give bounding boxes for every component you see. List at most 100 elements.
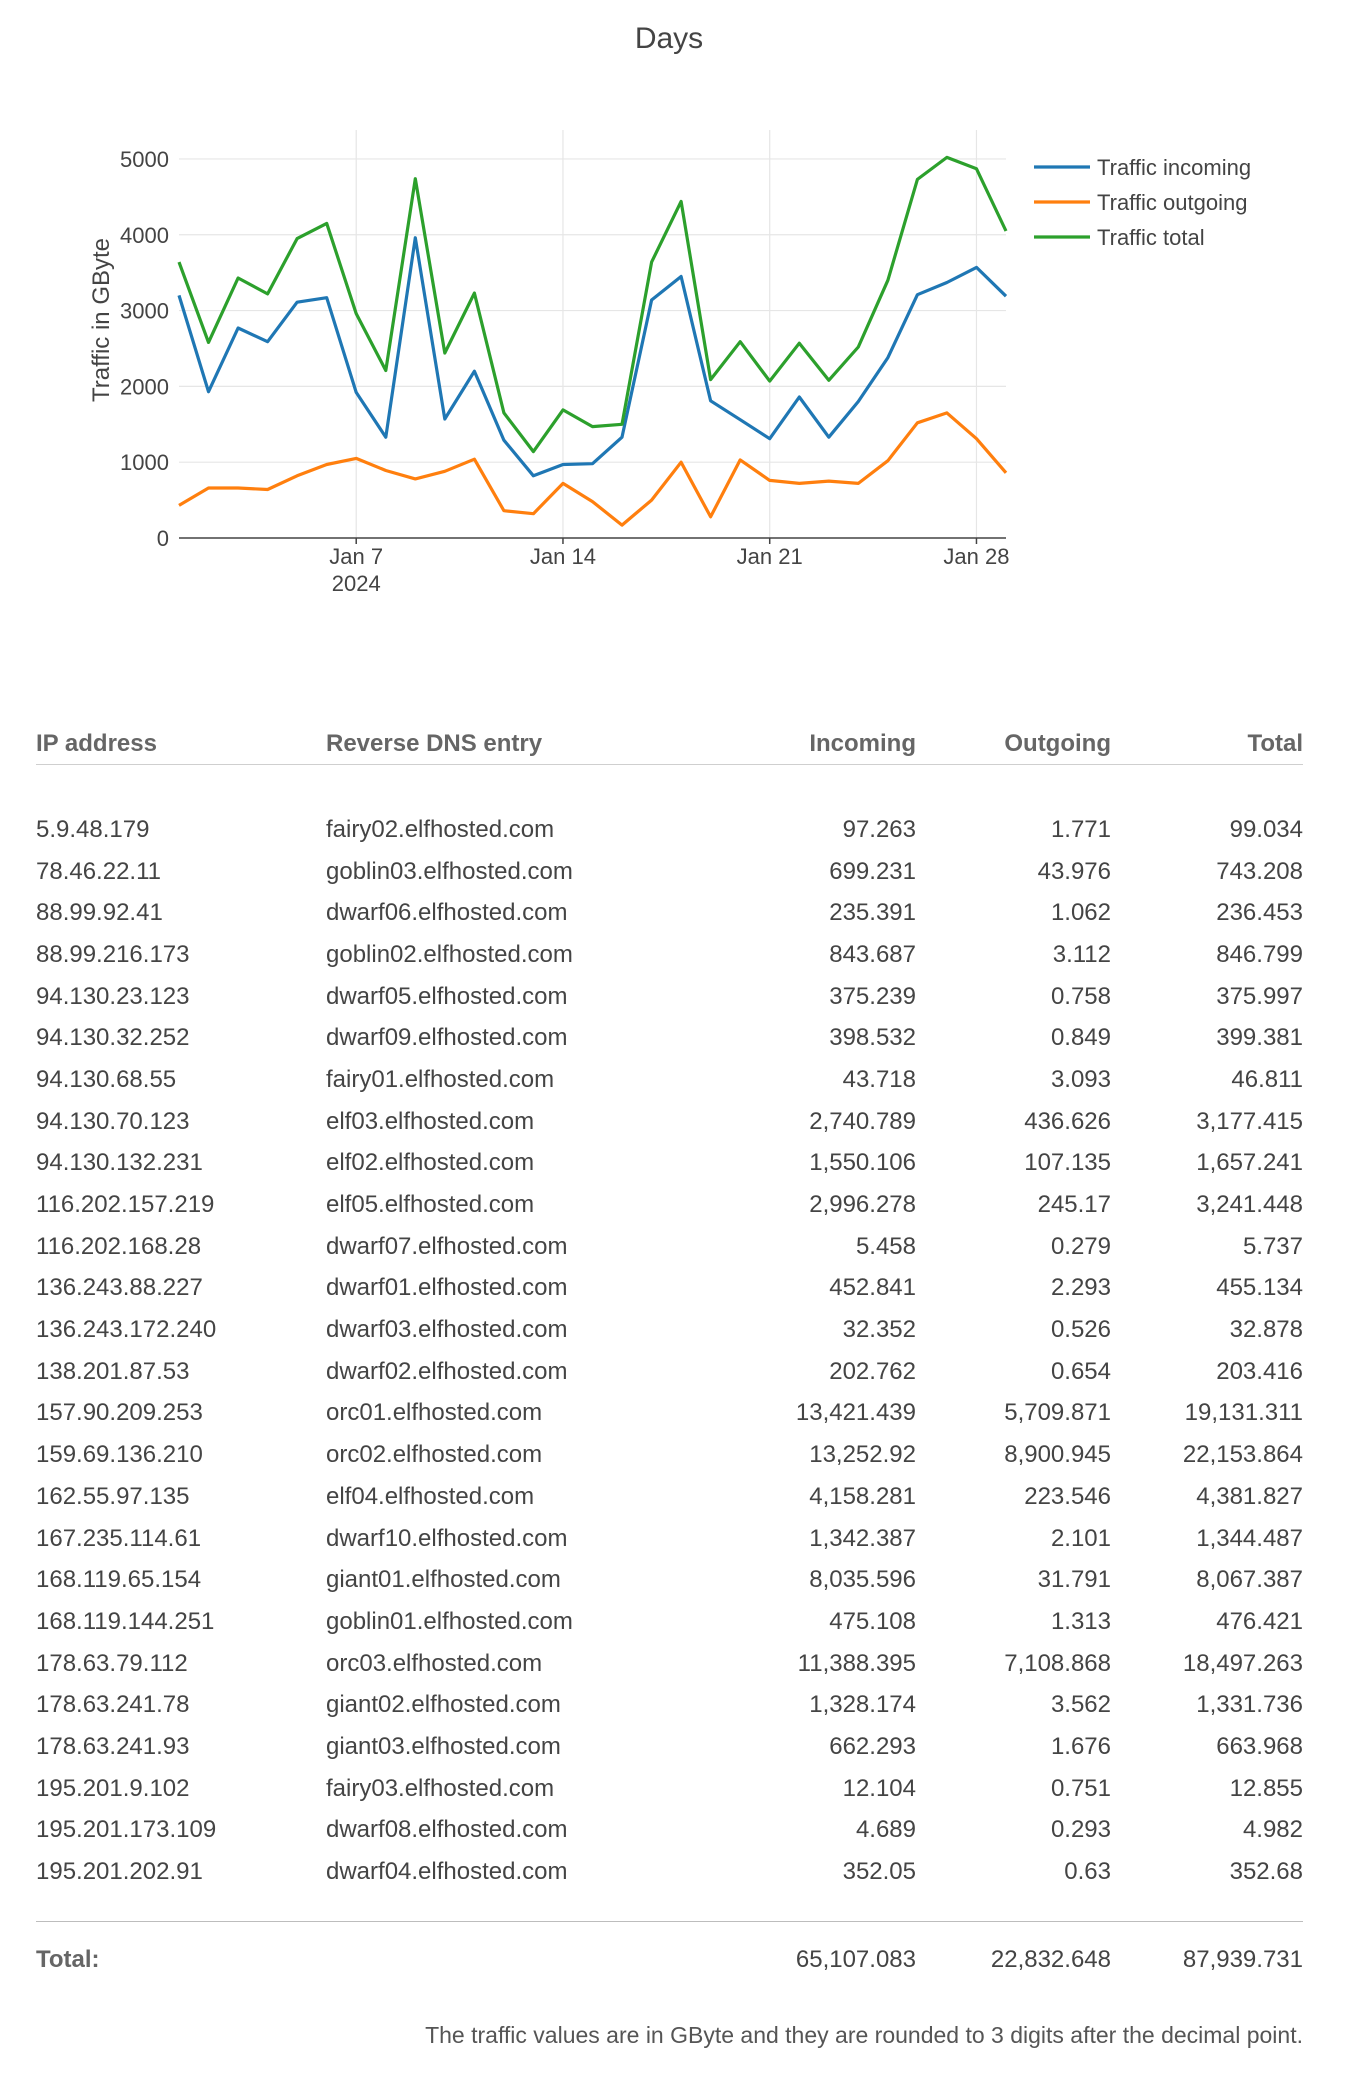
cell-outgoing: 2.101 [1050,1524,1111,1552]
cell-incoming: 13,421.439 [795,1399,916,1427]
cell-total: 352.68 [1229,1858,1303,1886]
totals-outgoing: 22,832.648 [990,1945,1111,1973]
cell-ip-address: 178.63.241.78 [36,1691,190,1719]
header-total[interactable]: Total [1247,730,1303,757]
cell-reverse-dns: dwarf03.elfhosted.com [326,1316,568,1344]
header-outgoing[interactable]: Outgoing [1004,730,1111,757]
cell-outgoing: 7,108.868 [1004,1649,1111,1677]
cell-outgoing: 223.546 [1024,1482,1111,1510]
cell-incoming: 97.263 [842,815,916,843]
table-row: 94.130.70.123 elf03.elfhosted.com 2,740.78… [36,1101,1303,1143]
cell-incoming: 475.108 [829,1607,916,1635]
cell-total: 455.134 [1216,1274,1303,1302]
header-ip-address[interactable]: IP address [36,730,157,757]
cell-outgoing: 436.626 [1024,1107,1111,1135]
table-row: 178.63.241.78 giant02.elfhosted.com 1,328.… [36,1684,1303,1726]
series-line-traffic-incoming [177,236,1008,478]
cell-reverse-dns: dwarf09.elfhosted.com [326,1024,568,1052]
cell-outgoing: 2.293 [1050,1274,1111,1302]
cell-reverse-dns: giant01.elfhosted.com [326,1566,561,1594]
cell-ip-address: 94.130.132.231 [36,1149,203,1177]
x-tick-sublabel: 2024 [332,571,381,596]
cell-ip-address: 88.99.92.41 [36,899,163,927]
cell-incoming: 352.05 [842,1858,916,1886]
cell-ip-address: 116.202.168.28 [36,1232,202,1260]
cell-incoming: 662.293 [829,1732,916,1760]
traffic-table-container: IP address Reverse DNS entry Incoming Ou… [36,724,1303,1974]
cell-ip-address: 195.201.173.109 [36,1816,217,1844]
cell-ip-address: 88.99.216.173 [36,940,190,968]
cell-reverse-dns: goblin01.elfhosted.com [326,1607,573,1635]
table-row: 94.130.68.55 fairy01.elfhosted.com 43.718 3… [36,1059,1303,1101]
y-tick-label: 2000 [120,374,169,399]
traffic-footnote: The traffic values are in GByte and they… [425,2022,1303,2048]
cell-outgoing: 3.093 [1050,1065,1111,1093]
cell-outgoing: 43.976 [1037,857,1111,885]
table-row: 159.69.136.210 orc02.elfhosted.com 13,252.… [36,1434,1303,1476]
header-separator [36,764,1303,809]
footer-separator [36,1892,1303,1922]
cell-outgoing: 0.849 [1050,1024,1111,1052]
cell-total: 1,331.736 [1196,1691,1303,1719]
cell-reverse-dns: dwarf02.elfhosted.com [326,1357,568,1385]
cell-total: 4,381.827 [1196,1482,1303,1510]
cell-incoming: 202.762 [829,1357,916,1385]
cell-outgoing: 3.562 [1050,1691,1111,1719]
cell-incoming: 2,996.278 [809,1191,916,1219]
x-tick-label: Jan 7 [329,544,383,569]
cell-reverse-dns: elf03.elfhosted.com [326,1107,535,1135]
cell-incoming: 13,252.92 [809,1441,916,1469]
cell-total: 846.799 [1216,940,1303,968]
cell-ip-address: 168.119.144.251 [36,1607,215,1635]
cell-reverse-dns: elf02.elfhosted.com [326,1149,535,1177]
table-row: 136.243.172.240 dwarf03.elfhosted.com 32.3… [36,1309,1303,1351]
header-incoming[interactable]: Incoming [809,730,916,757]
cell-incoming: 4,158.281 [809,1482,916,1510]
cell-ip-address: 195.201.9.102 [36,1774,190,1802]
cell-ip-address: 167.235.114.61 [36,1524,202,1552]
cell-total: 476.421 [1216,1607,1303,1635]
cell-reverse-dns: dwarf10.elfhosted.com [326,1524,568,1552]
cell-reverse-dns: fairy03.elfhosted.com [326,1774,555,1802]
totals-total: 87,939.731 [1182,1945,1303,1973]
cell-ip-address: 136.243.88.227 [36,1274,203,1302]
series-line-traffic-outgoing [178,411,1008,527]
cell-reverse-dns: orc01.elfhosted.com [326,1399,543,1427]
cell-reverse-dns: fairy01.elfhosted.com [326,1065,555,1093]
table-body: 5.9.48.179 fairy02.elfhosted.com 97.263 1.7… [36,809,1303,1893]
cell-incoming: 1,328.174 [809,1691,916,1719]
table-row: 195.201.9.102 fairy03.elfhosted.com 12.104… [36,1768,1303,1810]
cell-outgoing: 1.771 [1050,815,1111,843]
cell-total: 99.034 [1229,815,1303,843]
cell-reverse-dns: dwarf07.elfhosted.com [326,1232,568,1260]
table-row: 167.235.114.61 dwarf10.elfhosted.com 1,342… [36,1518,1303,1560]
header-reverse-dns[interactable]: Reverse DNS entry [326,730,543,757]
cell-total: 4.982 [1242,1816,1303,1844]
cell-total: 22,153.864 [1182,1441,1303,1469]
chart-legend[interactable]: Traffic incoming Traffic outgoing Traffic … [1034,155,1251,250]
table-row: 168.119.65.154 giant01.elfhosted.com 8,035… [36,1559,1303,1601]
cell-ip-address: 5.9.48.179 [36,815,150,843]
cell-reverse-dns: dwarf04.elfhosted.com [326,1858,568,1886]
cell-outgoing: 8,900.945 [1004,1441,1111,1469]
cell-reverse-dns: dwarf01.elfhosted.com [326,1274,568,1302]
cell-reverse-dns: dwarf05.elfhosted.com [326,982,568,1010]
cell-ip-address: 94.130.23.123 [36,982,190,1010]
y-tick-label: 4000 [120,223,169,248]
cell-reverse-dns: orc03.elfhosted.com [326,1649,543,1677]
cell-ip-address: 178.63.79.112 [36,1649,188,1677]
cell-total: 375.997 [1216,982,1303,1010]
legend-label: Traffic incoming [1097,155,1251,180]
table-row: 178.63.241.93 giant03.elfhosted.com 662.29… [36,1726,1303,1768]
y-tick-label: 3000 [120,299,169,324]
cell-ip-address: 136.243.172.240 [36,1316,217,1344]
cell-ip-address: 157.90.209.253 [36,1399,203,1427]
cell-incoming: 32.352 [842,1316,916,1344]
cell-outgoing: 1.062 [1050,899,1111,927]
table-row: 195.201.173.109 dwarf08.elfhosted.com 4.68… [36,1810,1303,1852]
table-totals-row: Total: 65,107.083 22,832.648 87,939.731 [36,1921,1303,1974]
cell-ip-address: 168.119.65.154 [36,1566,202,1594]
x-tick-label: Jan 21 [737,544,803,569]
cell-total: 203.416 [1216,1357,1303,1385]
